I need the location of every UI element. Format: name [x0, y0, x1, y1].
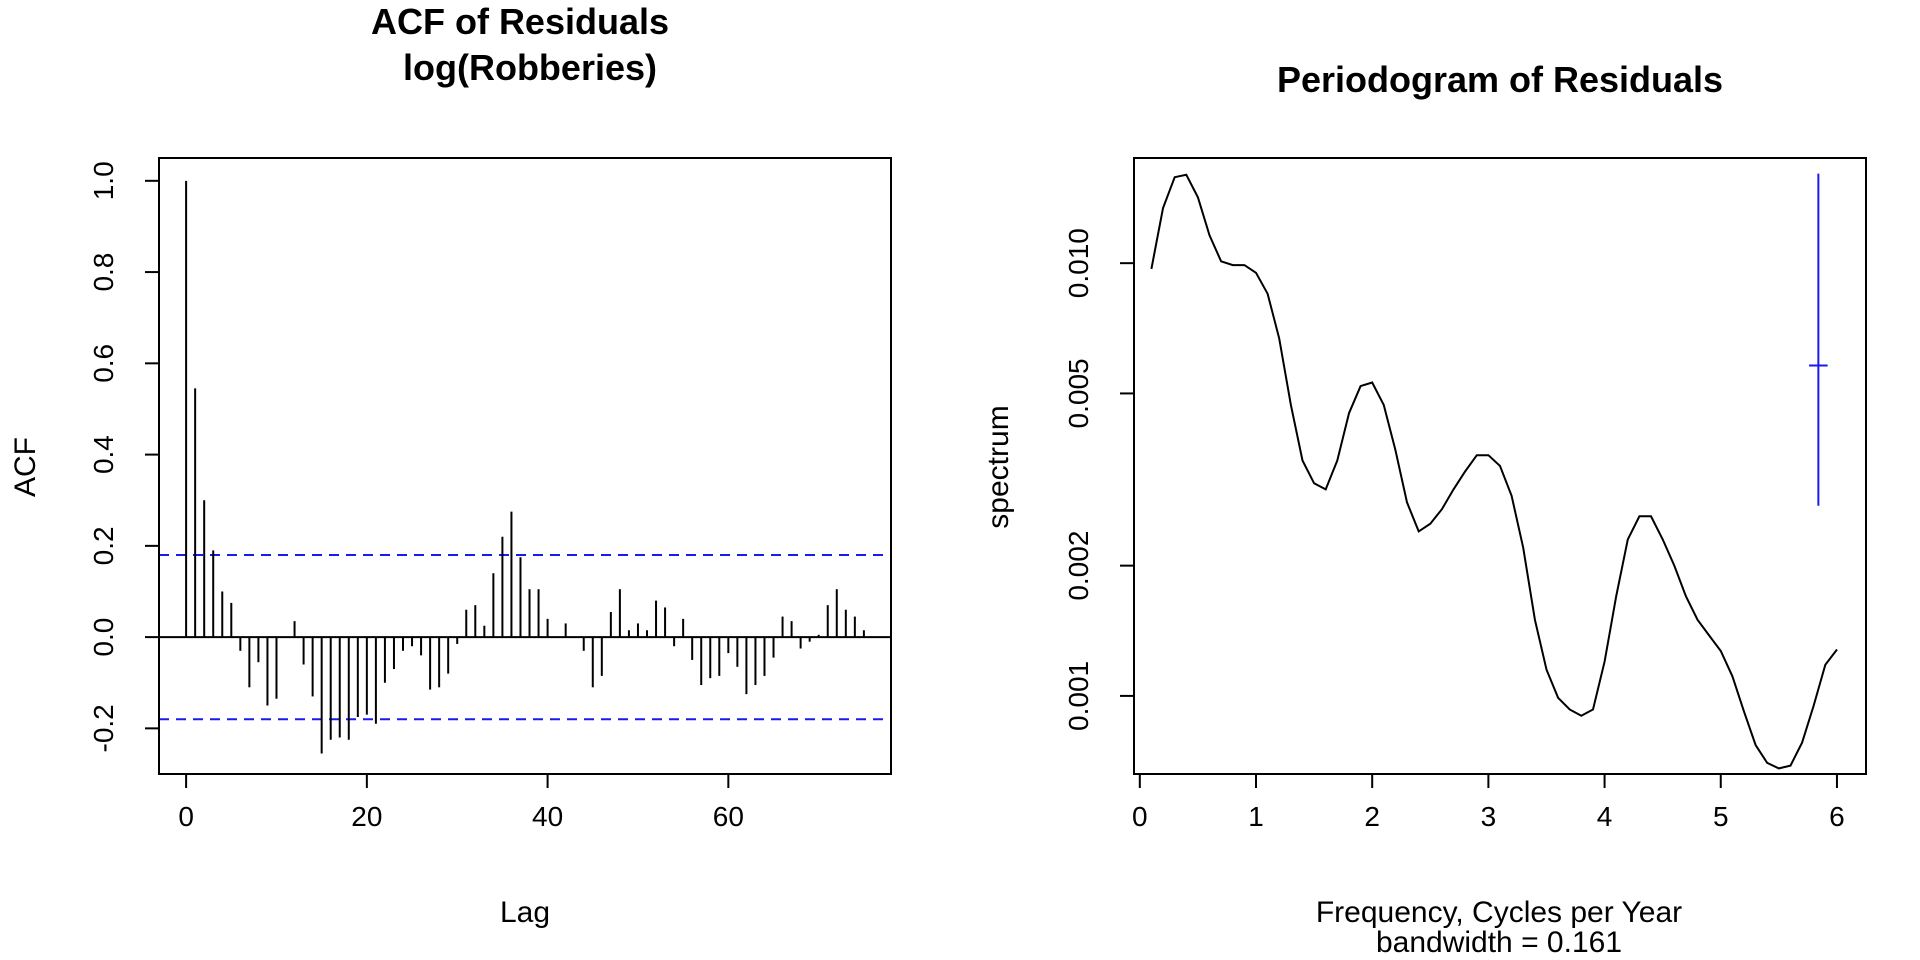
- periodogram-x-tick-label: 6: [1829, 801, 1845, 832]
- acf-x-tick-label: 60: [713, 801, 744, 832]
- periodogram-x-tick-label: 2: [1364, 801, 1380, 832]
- acf-y-tick-label: -0.2: [88, 704, 119, 752]
- acf-x-axis-label: Lag: [500, 896, 550, 929]
- acf-x-tick-label: 40: [532, 801, 563, 832]
- periodogram-plot-area: 0 1 2 3 4 5 6 0.001 0.002 0.005 0.010: [1063, 174, 1845, 832]
- periodogram-y-tick-label: 0.005: [1063, 358, 1094, 428]
- periodogram-x-tick-label: 4: [1597, 801, 1613, 832]
- periodogram-y-tick-label: 0.001: [1063, 661, 1094, 731]
- acf-x-tick-label: 0: [178, 801, 194, 832]
- periodogram-y-axis-label: spectrum: [982, 405, 1015, 528]
- periodogram-bandwidth-note: bandwidth = 0.161: [1376, 926, 1622, 959]
- periodogram-x-tick-label: 3: [1481, 801, 1497, 832]
- acf-panel: ACF of Residuals log(Robberies) 0 20 40 60 -…: [9, 1, 891, 929]
- periodogram-spectrum-line: [1151, 175, 1837, 769]
- periodogram-x-tick-label: 0: [1132, 801, 1148, 832]
- acf-subtitle: log(Robberies): [403, 47, 657, 88]
- periodogram-y-tick-label: 0.010: [1063, 228, 1094, 298]
- periodogram-title: Periodogram of Residuals: [1277, 59, 1723, 100]
- periodogram-x-tick-label: 1: [1248, 801, 1264, 832]
- periodogram-y-tick-label: 0.002: [1063, 531, 1094, 601]
- acf-y-tick-label: 1.0: [88, 161, 119, 200]
- acf-title: ACF of Residuals: [371, 1, 669, 42]
- acf-y-tick-label: 0.2: [88, 526, 119, 565]
- periodogram-x-axis-label: Frequency, Cycles per Year: [1316, 896, 1682, 929]
- acf-plot-frame: [159, 158, 891, 774]
- periodogram-panel: Periodogram of Residuals 0 1 2 3 4 5 6 0.001 0.0…: [982, 59, 1866, 959]
- acf-y-axis-label: ACF: [9, 437, 42, 497]
- acf-y-tick-label: 0.0: [88, 618, 119, 657]
- acf-x-tick-label: 20: [351, 801, 382, 832]
- acf-y-tick-label: 0.6: [88, 344, 119, 383]
- acf-y-tick-label: 0.4: [88, 435, 119, 474]
- acf-plot-area: 0 20 40 60 -0.2 0.0 0.2 0.4 0.6 0.8 1.0: [88, 161, 891, 832]
- periodogram-x-tick-label: 5: [1713, 801, 1729, 832]
- acf-y-tick-label: 0.8: [88, 253, 119, 292]
